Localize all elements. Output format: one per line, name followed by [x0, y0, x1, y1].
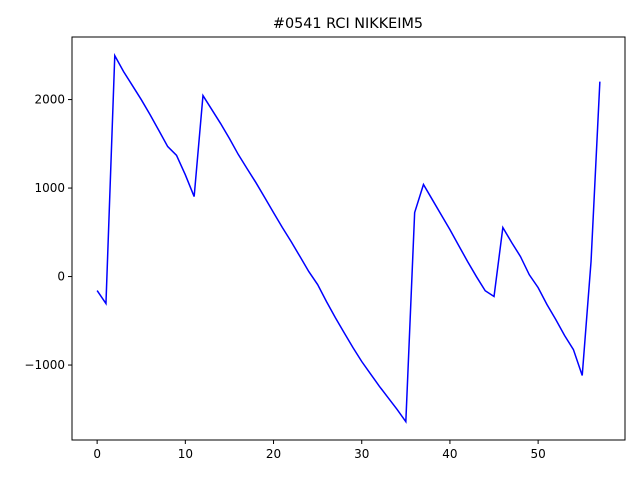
y-tick-label: −1000	[24, 358, 65, 372]
y-tick-label: 1000	[34, 181, 65, 195]
x-tick-label: 30	[354, 447, 369, 461]
x-tick-label: 0	[93, 447, 101, 461]
y-tick-label: 0	[57, 270, 65, 284]
x-tick-label: 50	[530, 447, 545, 461]
axes-frame	[71, 36, 626, 441]
x-tick-label: 10	[178, 447, 193, 461]
x-tick-label: 40	[442, 447, 457, 461]
line-series	[96, 52, 601, 424]
x-tick-label: 20	[266, 447, 281, 461]
chart-title: #0541 RCI NIKKEIM5	[273, 16, 423, 32]
plot-area	[96, 52, 601, 424]
y-tick-label: 2000	[34, 93, 65, 107]
